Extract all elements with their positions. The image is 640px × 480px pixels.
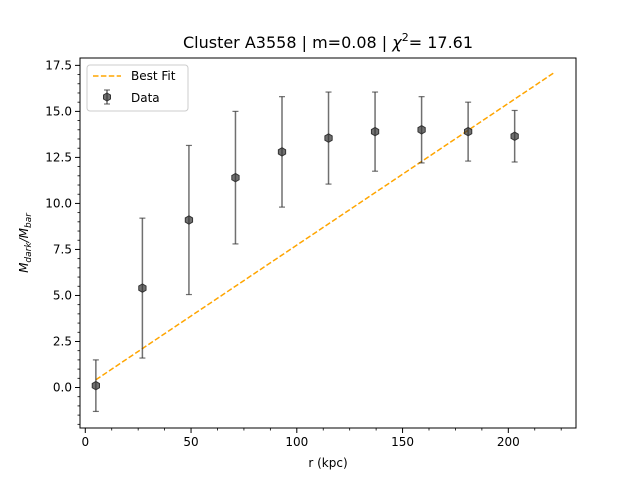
data-point [510, 131, 519, 142]
legend-data-marker [103, 92, 111, 102]
x-tick-label: 0 [81, 435, 89, 449]
y-axis-label-slash: /M [17, 227, 31, 243]
data-point [324, 133, 333, 143]
data-point [463, 126, 473, 137]
plot-area [91, 71, 556, 413]
axes-frame [79, 57, 577, 429]
y-axis-label: Mdark/Mbar [17, 212, 34, 273]
data-point [91, 380, 100, 391]
data-point [231, 172, 240, 183]
data-point [138, 283, 147, 293]
y-tick-label: 2.5 [53, 334, 72, 348]
x-tick-label: 100 [285, 435, 308, 449]
y-tick-label: 17.5 [45, 58, 72, 72]
y-axis-label-num-sub: dark [24, 242, 34, 263]
legend-best-fit-label: Best Fit [131, 69, 176, 83]
y-tick-label: 12.5 [45, 150, 72, 164]
y-tick-label: 5.0 [53, 288, 72, 302]
best-fit-line [95, 71, 556, 381]
data-point [184, 215, 194, 225]
x-tick-label: 150 [391, 435, 414, 449]
x-axis-label: r (kpc) [308, 456, 347, 470]
data-point [370, 126, 380, 137]
chart-title-prefix: Cluster A3558 | m=0.08 | [183, 33, 392, 52]
x-tick-label: 200 [497, 435, 520, 449]
data-point [277, 147, 287, 157]
y-tick-label: 10.0 [45, 196, 72, 210]
y-axis-label-main: M [17, 262, 31, 273]
y-tick-label: 0.0 [53, 381, 72, 395]
y-tick-label: 15.0 [45, 104, 72, 118]
chart-title-superscript: 2 [402, 31, 409, 44]
data-point [417, 125, 426, 135]
y-axis-label-den-sub: bar [24, 212, 34, 228]
chart-title-chi: χ [391, 33, 402, 52]
y-axis: 0.0 2.5 5.0 7.5 10.0 12.5 15.0 17.5 [45, 58, 80, 425]
x-tick-label: 50 [183, 435, 198, 449]
chart-title-suffix: = 17.61 [409, 33, 473, 52]
chart-title: Cluster A3558 | m=0.08 | χ2= 17.61 [183, 31, 473, 52]
legend: Best Fit Data [86, 64, 189, 112]
legend-data-label: Data [131, 91, 160, 105]
y-tick-label: 7.5 [53, 242, 72, 256]
